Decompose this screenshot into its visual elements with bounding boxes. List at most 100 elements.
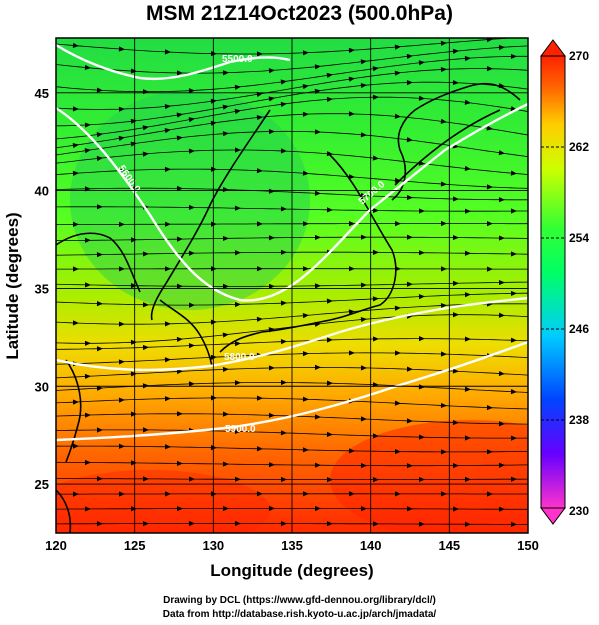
streamline-arrow — [118, 135, 125, 141]
streamline-arrow — [84, 373, 91, 380]
streamline — [56, 461, 528, 467]
streamline-arrow — [280, 148, 287, 154]
y-axis-title: Latitude (degrees) — [3, 212, 22, 359]
contour-label: 5900.0 — [225, 424, 256, 435]
credit-drawing: Drawing by DCL (https://www.gfd-dennou.o… — [163, 595, 436, 606]
streamline-arrow — [176, 236, 183, 242]
streamline — [56, 523, 528, 525]
streamline-arrow — [235, 520, 241, 527]
streamline-arrow — [464, 165, 471, 172]
streamline-arrow — [210, 120, 217, 126]
y-tick-label: 30 — [35, 379, 49, 394]
streamline-arrow — [303, 536, 309, 541]
streamline-arrow — [418, 208, 425, 214]
streamline-arrow — [268, 412, 275, 418]
streamline-arrow — [510, 208, 517, 214]
streamline-arrow — [176, 283, 183, 289]
streamline-arrow — [372, 521, 379, 527]
streamline-arrow — [130, 371, 137, 377]
map-title: MSM 21Z14Oct2023 (500.0hPa) — [146, 2, 453, 25]
streamline-arrow — [406, 194, 413, 201]
colorbar-scale — [540, 55, 566, 509]
streamline-arrow — [348, 266, 355, 272]
streamline-arrow — [84, 506, 91, 512]
streamline-arrow — [302, 447, 309, 453]
streamline-arrow — [452, 196, 459, 202]
streamline-arrow — [269, 505, 275, 511]
colorbar-tick-label: 238 — [569, 413, 589, 427]
streamline-arrow — [314, 64, 321, 70]
streamline-arrow — [142, 251, 149, 257]
streamline — [56, 352, 528, 365]
streamline-arrow — [360, 416, 367, 422]
streamline-arrow — [72, 320, 79, 326]
streamline-arrow — [464, 476, 471, 483]
streamline-arrow — [222, 505, 229, 512]
streamline-arrow — [360, 192, 367, 199]
streamline-arrow — [118, 397, 125, 403]
streamline-arrow — [314, 190, 321, 196]
streamline-arrow — [118, 491, 125, 497]
streamline-arrow — [348, 448, 355, 454]
streamline-arrow — [360, 462, 367, 469]
streamline-arrow — [315, 364, 321, 370]
streamline — [56, 236, 528, 241]
streamline-arrow — [498, 312, 505, 318]
streamline-arrow — [452, 419, 459, 426]
streamline-arrow — [440, 66, 447, 73]
streamline-arrow — [84, 412, 91, 418]
plot-frame — [55, 37, 529, 534]
x-tick-label: 135 — [281, 538, 303, 553]
streamline-arrow — [176, 112, 183, 118]
streamline-arrow — [164, 357, 171, 363]
streamline-arrow — [256, 115, 263, 121]
streamline-arrow — [302, 50, 309, 56]
streamline-arrow — [464, 386, 471, 392]
streamline-arrow — [498, 279, 505, 286]
streamline-arrow — [510, 53, 517, 60]
streamline-arrow — [222, 131, 229, 137]
streamline-arrow — [164, 491, 171, 497]
wind-streamlines — [56, 38, 528, 541]
streamline — [56, 206, 528, 212]
streamline-arrow — [452, 48, 459, 54]
streamline-arrow — [498, 235, 505, 241]
streamline-arrow — [302, 84, 309, 90]
streamline-arrow — [84, 237, 91, 243]
streamline-arrow — [510, 435, 517, 441]
streamline-arrow — [164, 266, 171, 272]
streamline-arrow — [96, 87, 103, 93]
colorbar-tick-label: 270 — [569, 49, 589, 63]
streamline-arrow — [302, 170, 309, 176]
geopotential-contours — [56, 43, 528, 442]
streamline-arrow — [395, 536, 401, 541]
streamline-arrow — [210, 491, 217, 497]
streamline-arrow — [118, 443, 125, 449]
streamline — [56, 55, 528, 93]
streamline — [56, 445, 528, 453]
streamline-arrow — [164, 103, 171, 110]
streamline-arrow — [510, 290, 517, 297]
streamline-arrow — [360, 365, 367, 371]
streamline-arrow — [418, 294, 425, 300]
streamline-arrow — [72, 266, 79, 272]
streamline-arrow — [72, 142, 79, 149]
streamline-arrow — [188, 117, 195, 123]
streamline-arrow — [210, 51, 217, 57]
streamline-arrow — [72, 42, 79, 49]
streamline-arrow — [314, 462, 321, 468]
x-tick-label: 130 — [202, 538, 224, 553]
streamline-arrow — [394, 113, 401, 119]
streamline-arrow — [130, 118, 137, 124]
streamline — [56, 292, 528, 306]
streamline-arrow — [176, 135, 183, 141]
streamline-arrow — [418, 384, 425, 390]
streamline-arrow — [72, 221, 79, 228]
streamline-arrow — [142, 302, 149, 308]
contour-label: 5800.0 — [224, 352, 255, 363]
streamline-arrow — [118, 221, 125, 228]
streamline-arrow — [303, 491, 309, 497]
y-tick-label: 35 — [35, 281, 49, 296]
streamline-arrow — [372, 66, 379, 72]
